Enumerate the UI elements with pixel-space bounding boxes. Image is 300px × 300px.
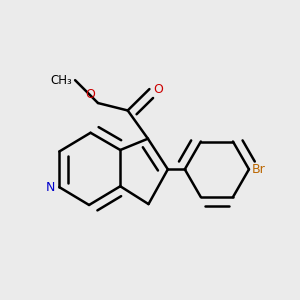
Text: CH₃: CH₃: [50, 74, 72, 87]
Text: O: O: [153, 82, 163, 96]
Text: N: N: [46, 181, 56, 194]
Text: O: O: [86, 88, 96, 101]
Text: Br: Br: [252, 163, 266, 176]
